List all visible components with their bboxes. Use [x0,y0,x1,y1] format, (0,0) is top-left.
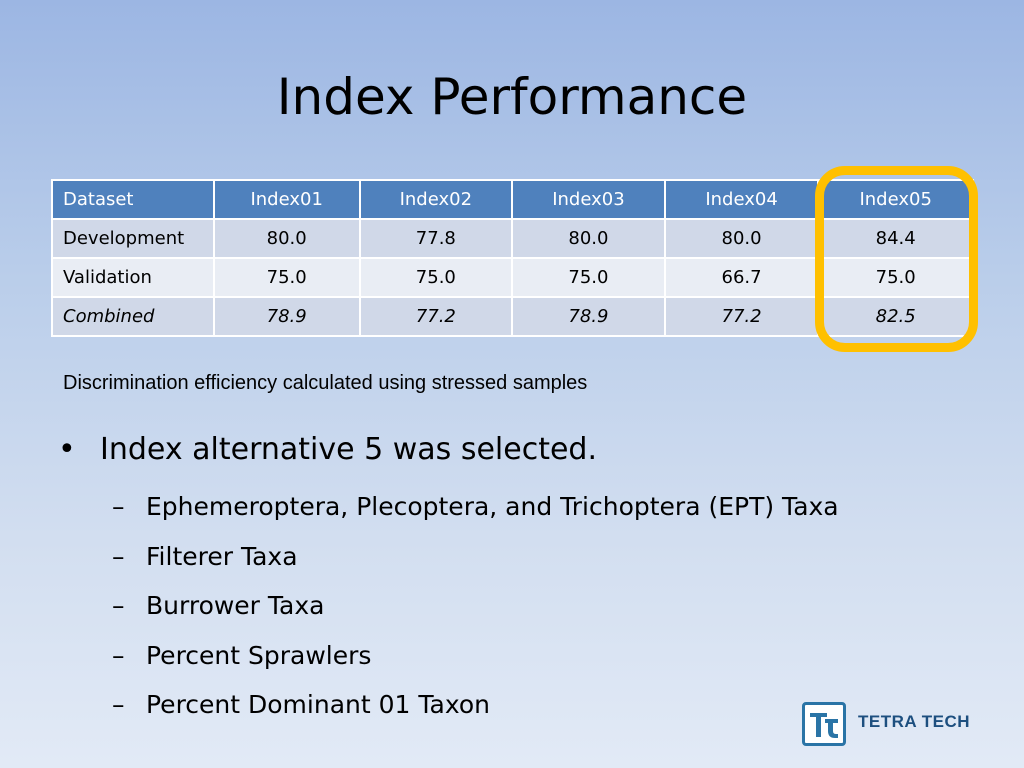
row-label: Validation [51,257,215,298]
table-cell: 77.8 [358,218,514,259]
main-bullet: • Index alternative 5 was selected. [58,430,597,470]
sub-bullet-item: – Percent Dominant 01 Taxon [112,680,839,730]
table-cell: 75.0 [511,257,666,298]
sub-bullet-list: – Ephemeroptera, Plecoptera, and Trichopt… [112,482,839,730]
tetra-tech-logo: TETRA TECH [802,702,982,754]
header-index03: Index03 [511,179,666,220]
sub-bullet-item: – Percent Sprawlers [112,631,839,681]
table-cell: 78.9 [212,296,361,337]
table-cell: 75.0 [358,257,514,298]
index05-highlight-box [815,166,978,352]
main-bullet-text: Index alternative 5 was selected. [100,432,597,467]
sub-bullet-text: Burrower Taxa [146,591,325,620]
table-row-combined: Combined 78.9 77.2 78.9 77.2 82.5 [51,296,974,337]
tt-logo-icon [802,702,846,746]
header-index04: Index04 [663,179,820,220]
header-dataset: Dataset [51,179,215,220]
header-index02: Index02 [358,179,514,220]
table-row-development: Development 80.0 77.8 80.0 80.0 84.4 [51,218,974,259]
sub-bullet-text: Percent Sprawlers [146,640,372,670]
dash-icon: – [112,541,125,571]
sub-bullet-text: Percent Dominant 01 Taxon [146,690,490,719]
sub-bullet-item: – Ephemeroptera, Plecoptera, and Trichopt… [112,482,839,532]
table-cell: 75.0 [817,257,974,298]
header-index01: Index01 [212,179,361,220]
dash-icon: – [112,492,125,521]
dash-icon: – [112,591,125,620]
sub-bullet-text: Ephemeroptera, Plecoptera, and Trichopte… [146,492,839,521]
index-performance-table: Dataset Index01 Index02 Index03 Index04 … [51,179,974,337]
sub-bullet-item: – Filterer Taxa [112,532,839,582]
row-label: Development [51,218,215,259]
bullet-dot-icon: • [58,432,76,467]
table-cell: 77.2 [663,296,820,337]
table-cell: 80.0 [663,218,820,259]
table-caption: Discrimination efficiency calculated usi… [63,372,588,394]
table-cell: 77.2 [358,296,514,337]
sub-bullet-item: – Burrower Taxa [112,581,839,631]
table-cell: 78.9 [511,296,666,337]
table-cell: 80.0 [212,218,361,259]
dash-icon: – [112,690,125,719]
table-cell: 75.0 [212,257,361,298]
sub-bullet-text: Filterer Taxa [146,541,298,571]
table-cell: 80.0 [511,218,666,259]
table-cell: 66.7 [663,257,820,298]
row-label: Combined [51,296,215,337]
logo-text: TETRA TECH [858,712,971,731]
dash-icon: – [112,640,125,670]
table-row-validation: Validation 75.0 75.0 75.0 66.7 75.0 [51,257,974,298]
table-header-row: Dataset Index01 Index02 Index03 Index04 … [51,179,974,220]
slide-title: Index Performance [276,68,748,126]
